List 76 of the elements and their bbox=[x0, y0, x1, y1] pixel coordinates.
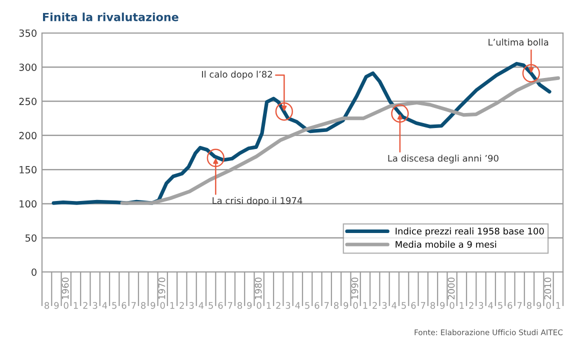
text: 8 bbox=[334, 302, 339, 309]
x-tick-label: 1990 bbox=[351, 278, 358, 299]
line-series bbox=[52, 62, 552, 205]
annotation: La crisi dopo il 1974 bbox=[212, 197, 302, 206]
text: 0 bbox=[353, 302, 358, 309]
y-tick-label: 200 bbox=[19, 132, 36, 140]
text: 1 bbox=[363, 302, 368, 309]
annotation: Il calo dopo l’82 bbox=[202, 70, 272, 80]
text: 3 bbox=[382, 302, 387, 309]
text: 4 bbox=[295, 302, 300, 309]
x-tick-label: 2000 bbox=[448, 278, 455, 300]
text: 6 bbox=[218, 302, 223, 309]
text: 6 bbox=[314, 302, 320, 309]
text: 2 bbox=[83, 302, 88, 309]
text: 4 bbox=[488, 302, 494, 309]
text: 8 bbox=[238, 302, 242, 309]
y-tick-label: 150 bbox=[20, 166, 36, 174]
chart-title: Finita la rivalutazione bbox=[43, 12, 178, 22]
text: 2 bbox=[180, 302, 184, 309]
text: 9 bbox=[54, 302, 59, 309]
text: 4 bbox=[102, 302, 108, 309]
legend-label: Indice prezzi reali 1958 base 100 bbox=[396, 228, 544, 236]
text: 0 bbox=[256, 302, 262, 309]
text: 9 bbox=[150, 302, 156, 309]
text: 8 bbox=[44, 302, 50, 309]
x-tick-label: 1960 bbox=[62, 278, 69, 299]
annotation: La discesa degli anni ’90 bbox=[388, 154, 498, 164]
y-tick-label: 300 bbox=[19, 64, 36, 71]
text: 1 bbox=[460, 302, 464, 309]
text: 2 bbox=[276, 302, 280, 309]
text: 4 bbox=[392, 302, 397, 309]
text: 6 bbox=[508, 302, 512, 309]
text: 8 bbox=[141, 302, 146, 309]
text: 2 bbox=[372, 302, 377, 309]
text: 9 bbox=[536, 302, 542, 309]
text: 1 bbox=[74, 302, 78, 309]
text: 2 bbox=[469, 302, 474, 309]
text: 3 bbox=[478, 302, 484, 309]
text: 5 bbox=[112, 302, 116, 309]
text: 8 bbox=[430, 302, 436, 309]
x-tick-label: 2010 bbox=[544, 278, 552, 300]
text: 6 bbox=[122, 302, 126, 309]
text: 7 bbox=[420, 302, 426, 309]
text: 7 bbox=[324, 302, 329, 309]
text: 1 bbox=[266, 302, 271, 309]
text: 0 bbox=[160, 302, 165, 309]
y-tick-label: 50 bbox=[26, 234, 36, 242]
text: 3 bbox=[189, 302, 194, 309]
text: 1 bbox=[170, 302, 174, 309]
text: 9 bbox=[247, 302, 252, 309]
text: 9 bbox=[344, 302, 348, 309]
y-tick-label: 250 bbox=[19, 98, 36, 106]
text: 8 bbox=[526, 302, 532, 309]
text: 0 bbox=[546, 302, 551, 309]
text: 5 bbox=[208, 302, 213, 309]
text: 4 bbox=[198, 302, 204, 309]
y-tick-label: 100 bbox=[20, 200, 36, 208]
y-tick-label: 350 bbox=[19, 29, 36, 37]
annotation: L’ultima bolla bbox=[488, 38, 548, 46]
x-tick-label: 1970 bbox=[158, 278, 166, 299]
text: 3 bbox=[92, 302, 98, 309]
text: 5 bbox=[305, 302, 310, 309]
text: 7 bbox=[517, 302, 522, 309]
text: 0 bbox=[64, 302, 68, 309]
text: 5 bbox=[498, 302, 502, 309]
text: 1 bbox=[556, 302, 560, 309]
text: 9 bbox=[440, 302, 445, 309]
text: 7 bbox=[228, 302, 232, 309]
text: 0 bbox=[450, 302, 454, 309]
x-tick-label: 1980 bbox=[254, 278, 262, 299]
text: 5 bbox=[402, 302, 406, 309]
y-tick-label: 0 bbox=[32, 268, 36, 276]
text: 3 bbox=[286, 302, 290, 309]
legend-label: Media mobile a 9 mesi bbox=[396, 240, 496, 248]
text: 7 bbox=[132, 302, 136, 309]
text: 6 bbox=[411, 302, 416, 309]
